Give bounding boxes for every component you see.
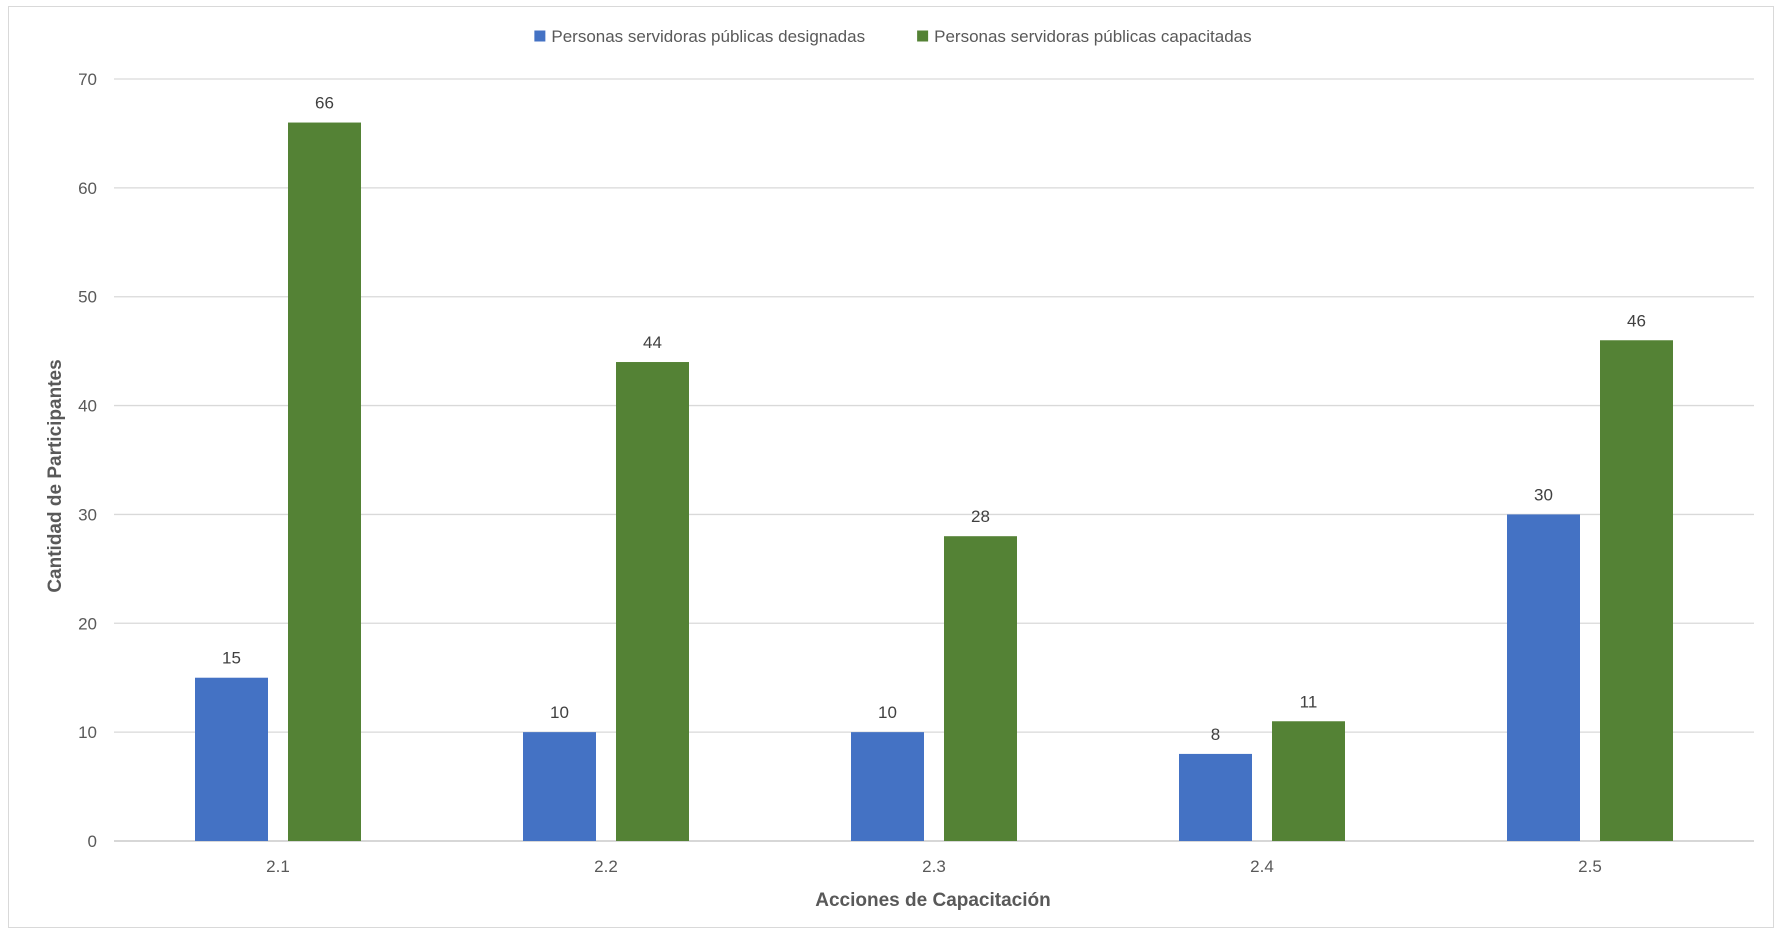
data-labels: 15 66 10 44 10 28 8 11 30 46 [222,94,1646,744]
data-label: 8 [1211,725,1220,744]
x-tick-label: 2.5 [1578,857,1602,876]
bar-series-2-cat-2.4 [1272,721,1345,841]
data-label: 44 [643,333,662,352]
y-tick-label: 60 [78,179,97,198]
legend-swatch [917,30,929,42]
y-tick-label: 10 [78,723,97,742]
y-tick-label: 70 [78,70,97,89]
data-label: 10 [550,703,569,722]
data-label: 11 [1300,692,1318,711]
y-tick-label: 40 [78,397,97,416]
bar-series-1-cat-2.3 [851,732,924,841]
bar-series-1-cat-2.4 [1179,753,1252,841]
legend-label: Personas servidoras públicas designadas [551,27,865,46]
bar-series-2-cat-2.3 [944,536,1017,841]
y-tick-label: 50 [78,288,97,307]
bar-series-1-cat-2.5 [1507,514,1580,841]
legend-item: Personas servidoras públicas capacitadas [917,27,1252,46]
y-tick-label: 30 [78,505,97,524]
y-tick-label: 20 [78,614,97,633]
y-tick-label: 0 [88,832,97,851]
legend-label: Personas servidoras públicas capacitadas [934,27,1252,46]
x-tick-label: 2.3 [922,857,946,876]
data-label: 66 [315,94,334,113]
x-tick-label: 2.1 [266,857,290,876]
x-axis-title: Acciones de Capacitación [815,890,1050,911]
x-tick-label: 2.4 [1250,857,1274,876]
bar-series-1-cat-2.1 [195,677,268,841]
bar-series-2-cat-2.2 [616,362,689,841]
legend: Personas servidoras públicas designadas P… [534,27,1252,46]
x-tick-label: 2.2 [594,857,618,876]
y-axis-title: Cantidad de Participantes [45,359,66,592]
data-label: 46 [1627,311,1646,330]
bar-series-2-cat-2.5 [1600,340,1673,841]
bar-series-2-cat-2.1 [288,122,361,842]
bar-series-1-cat-2.2 [523,732,596,841]
bars [195,122,1673,842]
data-label: 10 [878,703,897,722]
data-label: 28 [971,507,990,526]
axes: 0 10 20 30 40 50 60 70 2.1 2.2 2.3 2.4 2.5 [78,70,1754,876]
data-label: 30 [1534,485,1553,504]
gridlines [114,78,1754,733]
legend-swatch [534,30,546,42]
data-label: 15 [222,649,241,668]
legend-item: Personas servidoras públicas designadas [534,27,865,46]
